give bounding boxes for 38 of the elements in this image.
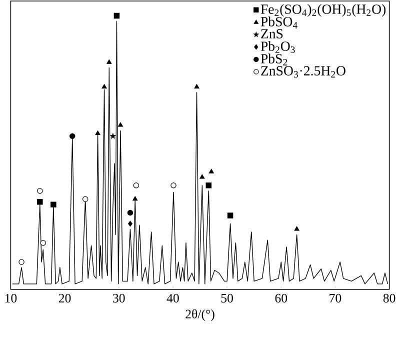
x-tick-label: 40 [166, 294, 179, 303]
legend-label: ZnS [261, 29, 283, 38]
point [194, 84, 200, 88]
point [114, 12, 120, 19]
legend-label: ZnSO$_{3}$·2.5H$_{2}$O [261, 66, 346, 78]
point [170, 182, 176, 188]
point [206, 182, 212, 188]
point [110, 133, 116, 139]
point [18, 259, 24, 265]
x-tick-label: 20 [58, 294, 71, 303]
x-tick-label: 70 [330, 294, 342, 303]
point [208, 168, 214, 174]
point [106, 59, 112, 64]
text: Fe$_{2}$(SO$_{4}$)$_{2}$(OH)$_{5}$(H$_{2}$O) [260, 4, 386, 17]
point [118, 122, 124, 127]
x-tick-label: 50 [221, 294, 233, 303]
legend-label: PbSO$_{4}$ [260, 16, 298, 28]
x-tick-label: 30 [113, 294, 125, 303]
point [200, 174, 205, 179]
point [227, 212, 234, 218]
point [82, 196, 88, 202]
point [127, 210, 134, 216]
point [70, 133, 76, 140]
point [37, 188, 43, 194]
x-tick-label: 10 [5, 294, 17, 303]
point [95, 130, 100, 136]
point [50, 202, 56, 208]
legend-label: Pb$_{2}$O$_{3}$ [260, 41, 295, 54]
x-axis-title: 2θ/(°) [186, 309, 214, 322]
point [294, 226, 300, 231]
point [40, 240, 46, 246]
x-tick-label: 80 [383, 294, 396, 303]
legend-label: PbS$_{2}$ [260, 54, 288, 66]
point [37, 198, 43, 205]
point [132, 196, 138, 201]
point [133, 182, 140, 188]
point [102, 84, 107, 88]
x-tick-label: 60 [275, 294, 288, 303]
